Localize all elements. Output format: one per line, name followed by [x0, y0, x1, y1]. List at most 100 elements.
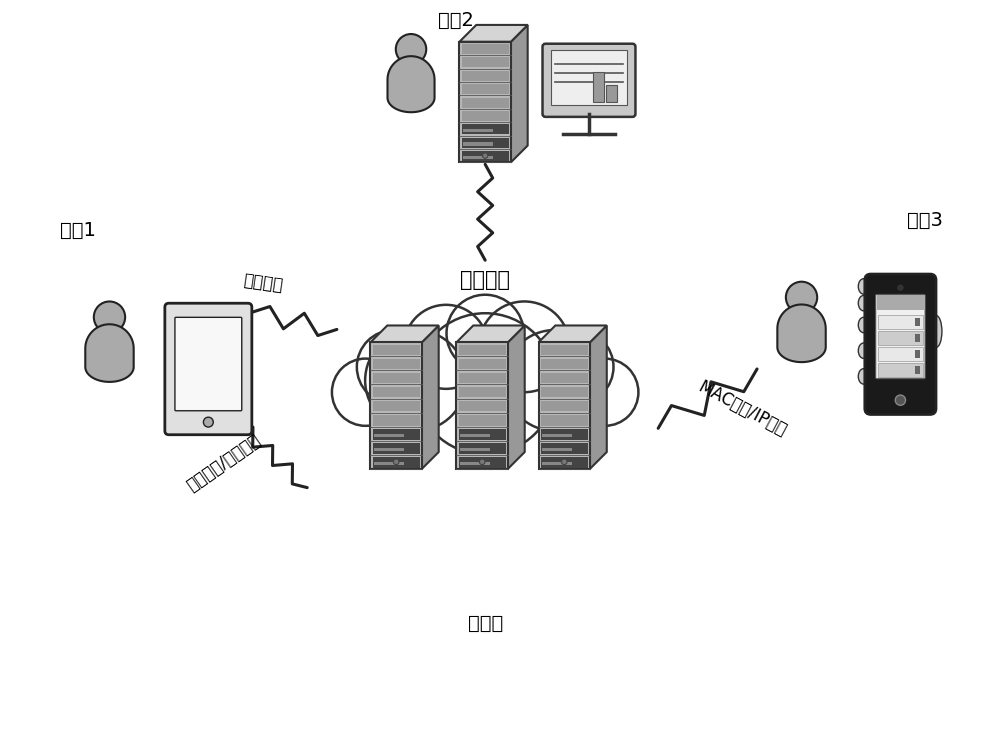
- Bar: [541, 443, 588, 454]
- Bar: [541, 401, 588, 412]
- Bar: [915, 366, 920, 374]
- Circle shape: [396, 34, 426, 65]
- Bar: [373, 345, 420, 355]
- Polygon shape: [590, 325, 607, 469]
- Bar: [374, 434, 404, 437]
- Circle shape: [404, 305, 488, 389]
- Circle shape: [415, 313, 556, 454]
- Circle shape: [479, 459, 485, 465]
- Bar: [373, 415, 420, 426]
- Bar: [541, 387, 588, 397]
- Bar: [541, 373, 588, 383]
- Text: 终端3: 终端3: [907, 211, 943, 230]
- Bar: [877, 295, 924, 310]
- Bar: [460, 448, 490, 451]
- Text: MAC地址/IP地址: MAC地址/IP地址: [695, 378, 790, 440]
- Bar: [459, 345, 506, 355]
- Text: 登录信息/连接信息: 登录信息/连接信息: [183, 431, 263, 495]
- Bar: [462, 70, 509, 81]
- Circle shape: [479, 302, 570, 392]
- Bar: [460, 434, 490, 437]
- Text: 服务后台: 服务后台: [460, 270, 510, 290]
- Bar: [462, 138, 509, 148]
- Bar: [462, 57, 509, 68]
- Ellipse shape: [858, 343, 869, 358]
- Text: 终端2: 终端2: [438, 10, 473, 29]
- Bar: [878, 331, 923, 345]
- Polygon shape: [777, 305, 826, 362]
- Bar: [373, 401, 420, 412]
- Circle shape: [332, 359, 399, 426]
- Ellipse shape: [387, 83, 435, 112]
- Ellipse shape: [930, 316, 942, 347]
- Text: 服务器: 服务器: [468, 614, 503, 633]
- Bar: [373, 457, 420, 468]
- Bar: [551, 50, 627, 105]
- Polygon shape: [370, 342, 422, 469]
- Bar: [606, 84, 617, 103]
- Bar: [374, 448, 404, 451]
- Bar: [460, 462, 490, 465]
- Polygon shape: [456, 325, 525, 342]
- Circle shape: [387, 57, 435, 103]
- Bar: [373, 429, 420, 440]
- FancyBboxPatch shape: [543, 44, 635, 117]
- Bar: [373, 359, 420, 369]
- Bar: [915, 349, 920, 357]
- Bar: [462, 111, 509, 121]
- Polygon shape: [539, 325, 607, 342]
- FancyBboxPatch shape: [865, 274, 936, 415]
- Circle shape: [393, 459, 399, 465]
- Bar: [542, 462, 572, 465]
- Bar: [459, 359, 506, 369]
- Circle shape: [203, 417, 213, 427]
- Bar: [459, 401, 506, 412]
- Bar: [374, 462, 404, 465]
- Circle shape: [777, 305, 826, 353]
- Bar: [459, 387, 506, 397]
- Bar: [462, 44, 509, 54]
- Circle shape: [357, 330, 431, 404]
- Bar: [878, 347, 923, 361]
- Bar: [541, 345, 588, 355]
- Bar: [878, 363, 923, 377]
- Bar: [915, 318, 920, 326]
- Polygon shape: [456, 342, 508, 469]
- Ellipse shape: [858, 279, 869, 294]
- Circle shape: [365, 330, 466, 431]
- Circle shape: [482, 153, 488, 159]
- Bar: [541, 457, 588, 468]
- Circle shape: [447, 295, 524, 372]
- Circle shape: [786, 282, 817, 313]
- Polygon shape: [539, 342, 590, 469]
- Bar: [459, 415, 506, 426]
- Ellipse shape: [858, 368, 869, 384]
- Bar: [878, 315, 923, 329]
- Polygon shape: [508, 325, 525, 469]
- Bar: [463, 156, 493, 159]
- FancyBboxPatch shape: [175, 317, 242, 411]
- Polygon shape: [85, 324, 134, 382]
- Bar: [373, 387, 420, 397]
- Bar: [373, 373, 420, 383]
- Text: 图像信息: 图像信息: [242, 272, 284, 294]
- Bar: [459, 457, 506, 468]
- Bar: [403, 49, 419, 66]
- Polygon shape: [459, 25, 528, 42]
- Ellipse shape: [858, 317, 869, 333]
- Circle shape: [571, 359, 638, 426]
- Bar: [462, 151, 509, 161]
- Ellipse shape: [85, 352, 134, 382]
- Bar: [541, 415, 588, 426]
- Bar: [459, 443, 506, 454]
- Bar: [462, 125, 509, 134]
- Ellipse shape: [777, 333, 826, 362]
- Polygon shape: [459, 42, 511, 162]
- Circle shape: [85, 324, 134, 373]
- Polygon shape: [387, 57, 435, 112]
- Bar: [463, 142, 493, 145]
- Bar: [373, 443, 420, 454]
- Polygon shape: [370, 325, 439, 342]
- Circle shape: [540, 330, 613, 404]
- FancyBboxPatch shape: [876, 294, 925, 379]
